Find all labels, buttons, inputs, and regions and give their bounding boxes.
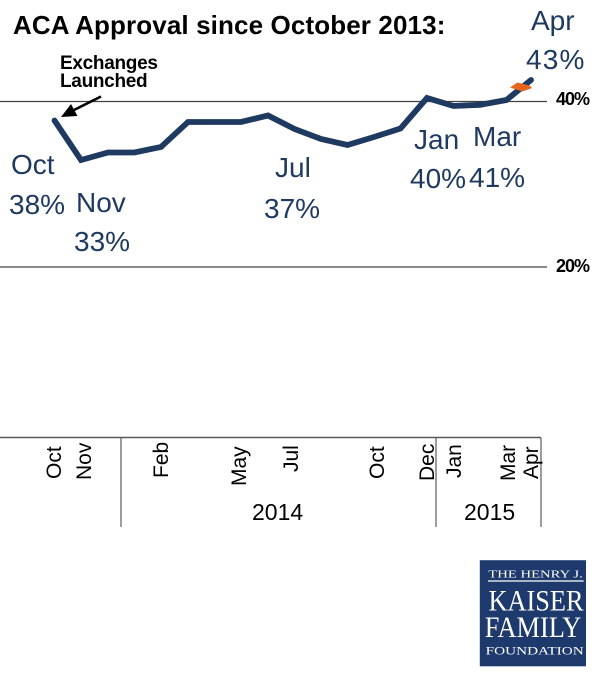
svg-text:FAMILY: FAMILY	[485, 611, 582, 644]
svg-text:THE HENRY J.: THE HENRY J.	[488, 569, 583, 581]
svg-text:KAISER: KAISER	[489, 584, 584, 617]
svg-text:FOUNDATION: FOUNDATION	[486, 644, 584, 658]
